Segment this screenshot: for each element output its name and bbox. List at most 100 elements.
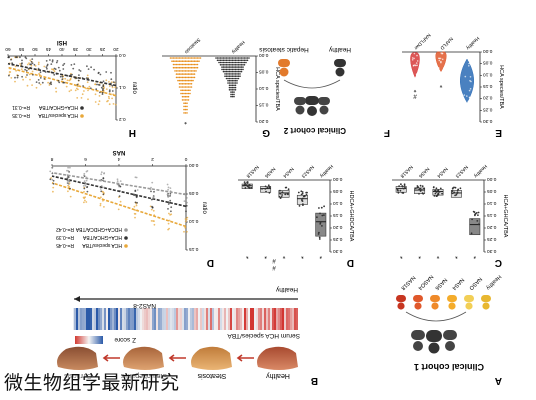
heatmap-cell [265,308,268,330]
y-tick-label: 0.10 [189,218,199,224]
significance-star: * [184,117,187,124]
data-point [245,57,247,59]
y-tick-label: 0.00 [483,48,493,54]
scatter-point [37,63,40,66]
data-point [416,60,419,62]
data-point [468,96,471,99]
scatter-point [68,90,71,93]
data-point [316,216,318,219]
data-point [186,112,188,114]
data-point [189,89,191,92]
data-point [196,60,199,62]
scatter-point [153,223,156,226]
violin [460,58,474,103]
scatter-point [50,177,52,179]
heatmap-cell [255,308,258,330]
heatmap-cell [127,308,130,330]
data-point [189,66,191,69]
y-tick-label: 0.25 [483,106,493,112]
scatter-point [151,206,154,209]
heatmap-cell [109,308,112,330]
scatter-point [117,208,120,211]
scatter-point [29,78,31,81]
data-point [192,57,194,59]
scatter-point [29,63,31,66]
heatmap-cell [273,308,276,330]
data-point [224,66,226,68]
y-tick-label: 0.0 [119,52,126,58]
data-point [228,77,231,80]
data-point [183,99,185,101]
scatter-point [73,63,76,65]
data-point [231,93,234,96]
data-point [224,68,226,71]
person-icon [443,330,457,340]
data-point [433,190,436,192]
data-point [190,66,193,69]
scatter-point [111,84,114,87]
data-point [240,68,243,71]
scatter-point [31,70,34,73]
scatter-point [84,182,87,185]
scatter-point [89,87,92,90]
heatmap-cell [149,308,152,330]
scatter-point [167,207,169,210]
scatter-point [111,97,113,100]
heatmap-cell [133,308,136,330]
heatmap-cell [237,308,240,330]
scatter-point [82,196,85,199]
data-point [224,63,226,66]
data-point [190,73,193,75]
data-point [401,185,404,188]
data-point [195,66,197,69]
scatter-point [35,86,38,89]
scatter-point [85,77,88,79]
hash-mark: # [272,264,276,271]
data-point [196,63,199,66]
data-point [231,77,234,80]
data-point [233,59,235,62]
scatter-point [67,169,70,172]
data-point [184,105,187,108]
data-point [422,192,425,195]
group-person-icon [413,295,423,302]
data-point [403,183,406,186]
data-point [233,82,235,84]
scatter-point [67,190,69,193]
heatmap-cell [223,308,226,330]
data-point [278,195,281,198]
hash-mark: # [413,92,417,99]
data-point [230,73,232,75]
data-point [195,63,197,66]
data-point [227,68,229,71]
scatter-point [134,189,137,192]
scatter-point [111,81,113,83]
panel-e-plot: 0.00 0.05 0.10 0.15 0.20 0.25 0.30 HCA species/… [402,32,504,124]
scatter-point [28,62,30,64]
scatter-point [149,205,152,208]
data-point [453,191,456,194]
scatter-point [84,199,86,202]
scatter-point [105,71,108,73]
data-point [183,102,185,104]
legend-label: HCA species/TBA [82,242,122,248]
data-point [230,88,232,91]
scatter-point [27,67,30,70]
data-point [231,84,234,87]
data-point [230,79,232,82]
data-point [184,102,187,104]
data-point [234,86,237,89]
scatter-point [114,86,117,89]
category-label: NAS23 [300,164,315,179]
data-point [175,57,178,59]
scatter-point [97,103,100,106]
data-point [233,73,235,75]
heatmap-cell [287,308,290,330]
data-point [233,95,235,98]
data-point [243,61,246,64]
data-point [184,99,187,101]
data-point [236,57,238,59]
data-point [469,75,472,78]
data-point [184,70,187,72]
